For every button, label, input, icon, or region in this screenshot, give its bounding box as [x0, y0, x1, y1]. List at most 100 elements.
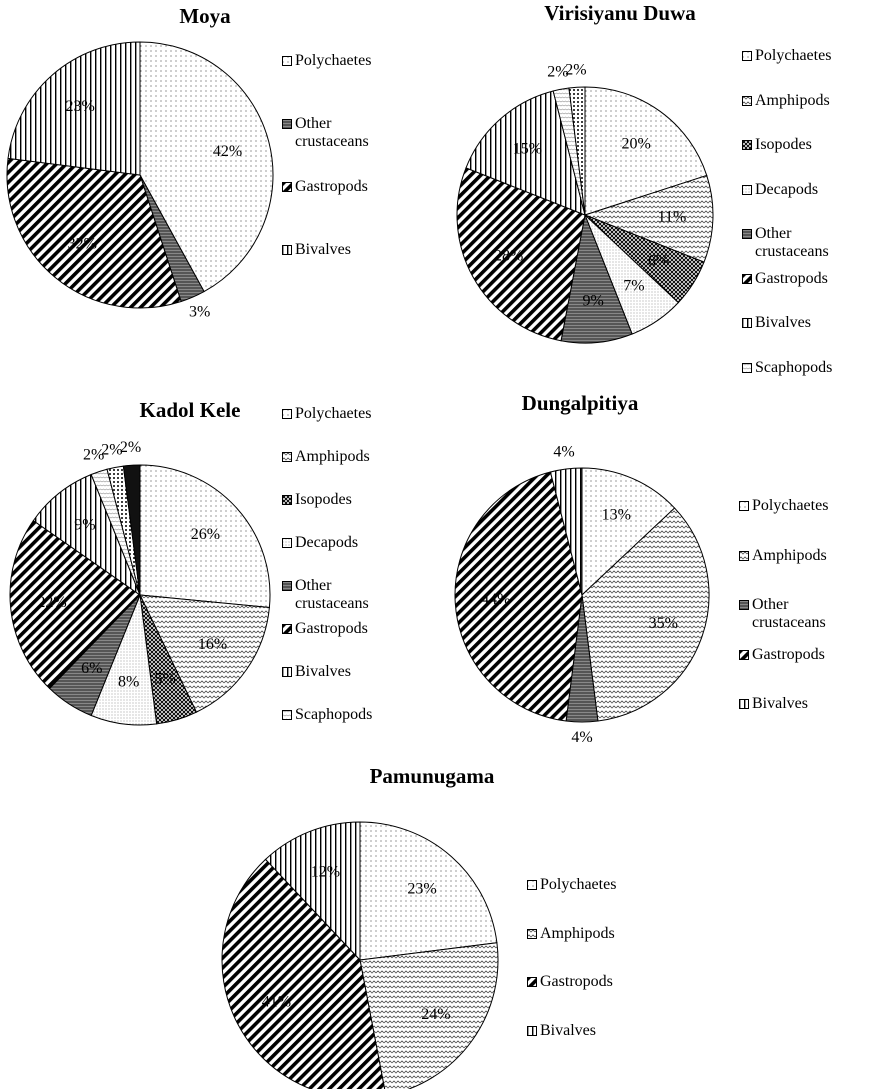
legend-swatch: [282, 581, 292, 591]
legend-swatch: [742, 362, 752, 373]
legend-label: Amphipods: [752, 546, 827, 564]
value-label: 2%: [120, 439, 141, 456]
value-label: 32%: [68, 235, 97, 252]
pie-slice: [359, 942, 499, 1089]
legend-label: Polychaetes: [752, 497, 829, 514]
legend-swatch: [527, 928, 537, 939]
legend-label: Polychaetes: [540, 876, 617, 893]
value-label: 22%: [37, 594, 66, 611]
legend-item: Isopodes: [742, 136, 860, 154]
legend-item: Scaphopods: [282, 706, 400, 724]
legend-swatch: [742, 95, 752, 106]
legend-swatch: [282, 495, 292, 505]
swatch: [282, 538, 292, 548]
value-label: 15%: [513, 140, 542, 157]
swatch: [282, 119, 292, 129]
legend-swatch: [282, 182, 292, 192]
legend-item: Amphipods: [527, 925, 645, 943]
legend-swatch: [739, 649, 749, 660]
legend-label: Polychaetes: [295, 52, 372, 69]
legend-item: Bivalves: [739, 695, 857, 713]
pie-slice: [359, 821, 498, 961]
swatch: [742, 362, 752, 373]
legend-label: Bivalves: [295, 663, 351, 680]
legend-item: Gastropods: [282, 620, 400, 638]
value-label: 26%: [191, 526, 220, 543]
legend-label: Scaphopods: [755, 358, 833, 376]
legend-item: Isopodes: [282, 491, 400, 509]
swatch: [742, 51, 752, 61]
swatch: [282, 452, 292, 462]
legend-swatch: [282, 409, 292, 419]
legend-swatch: [742, 229, 752, 239]
chart-title: Virisiyanu Duwa: [544, 1, 696, 25]
legend-item: Gastropods: [742, 270, 860, 288]
value-label: 28%: [494, 248, 523, 265]
legend-item: Amphipods: [739, 547, 857, 565]
pie-slice: [568, 86, 586, 216]
pie-slice: [583, 174, 714, 263]
value-label: 4%: [571, 729, 592, 746]
legend-item: Other crustaceans: [282, 115, 400, 151]
legend-label: Gastropods: [540, 973, 613, 990]
swatch: [739, 600, 749, 610]
legend-label: Polychaetes: [755, 47, 832, 64]
value-label: 2%: [101, 441, 122, 458]
swatch: [742, 229, 752, 239]
pie-slice: [584, 86, 708, 216]
value-label: 13%: [602, 506, 631, 523]
pie-slice: [264, 821, 361, 962]
value-label: 24%: [421, 1006, 450, 1023]
legend-swatch: [742, 273, 752, 284]
swatch: [739, 649, 749, 660]
value-label: 35%: [649, 615, 678, 632]
legend-item: Scaphopods: [742, 359, 860, 377]
value-label: 6%: [81, 660, 102, 677]
legend-swatch: [282, 56, 292, 66]
swatch: [282, 495, 292, 505]
legend-label: Gastropods: [295, 178, 368, 195]
value-label: 2%: [565, 61, 586, 78]
legend-label: Other crustaceans: [755, 225, 829, 260]
legend-item: Amphipods: [282, 448, 400, 466]
swatch: [282, 245, 292, 255]
swatch: [282, 624, 292, 634]
legend-item: Other crustaceans: [742, 225, 860, 261]
value-label: 23%: [407, 880, 436, 897]
pie-slice: [139, 594, 270, 713]
legend-swatch: [282, 667, 292, 677]
pie-slice: [9, 519, 141, 690]
legend-item: Decapods: [742, 181, 860, 199]
legend-swatch: [742, 140, 752, 150]
legend-label: Other crustaceans: [295, 577, 369, 612]
legend-swatch: [739, 699, 749, 709]
pie-slice: [465, 90, 586, 216]
legend-label: Decapods: [755, 180, 819, 198]
value-label: 12%: [311, 863, 340, 880]
legend-swatch: [527, 1025, 537, 1036]
legend-label: Polychaetes: [295, 405, 372, 422]
legend-label: Bivalves: [295, 241, 351, 258]
legend-label: Amphipods: [755, 91, 830, 109]
legend-item: Gastropods: [739, 646, 857, 664]
legend-item: Gastropods: [527, 973, 645, 991]
chart-title: Pamunugama: [369, 764, 495, 788]
swatch: [742, 273, 752, 284]
value-label: 5%: [154, 670, 175, 687]
pie-slice: [221, 858, 386, 1089]
legend-label: Gastropods: [295, 620, 368, 637]
value-label: 9%: [583, 292, 604, 309]
value-label: 44%: [481, 591, 510, 608]
swatch: [282, 409, 292, 419]
value-label: 2%: [83, 446, 104, 463]
legend-swatch: [739, 600, 749, 610]
value-label: 16%: [198, 636, 227, 653]
legend-label: Amphipods: [295, 448, 370, 465]
legend-swatch: [739, 501, 749, 511]
value-label: 20%: [621, 135, 650, 152]
legend-swatch: [742, 51, 752, 61]
value-label: 4%: [553, 443, 574, 460]
swatch: [527, 880, 537, 890]
swatch: [282, 667, 292, 677]
